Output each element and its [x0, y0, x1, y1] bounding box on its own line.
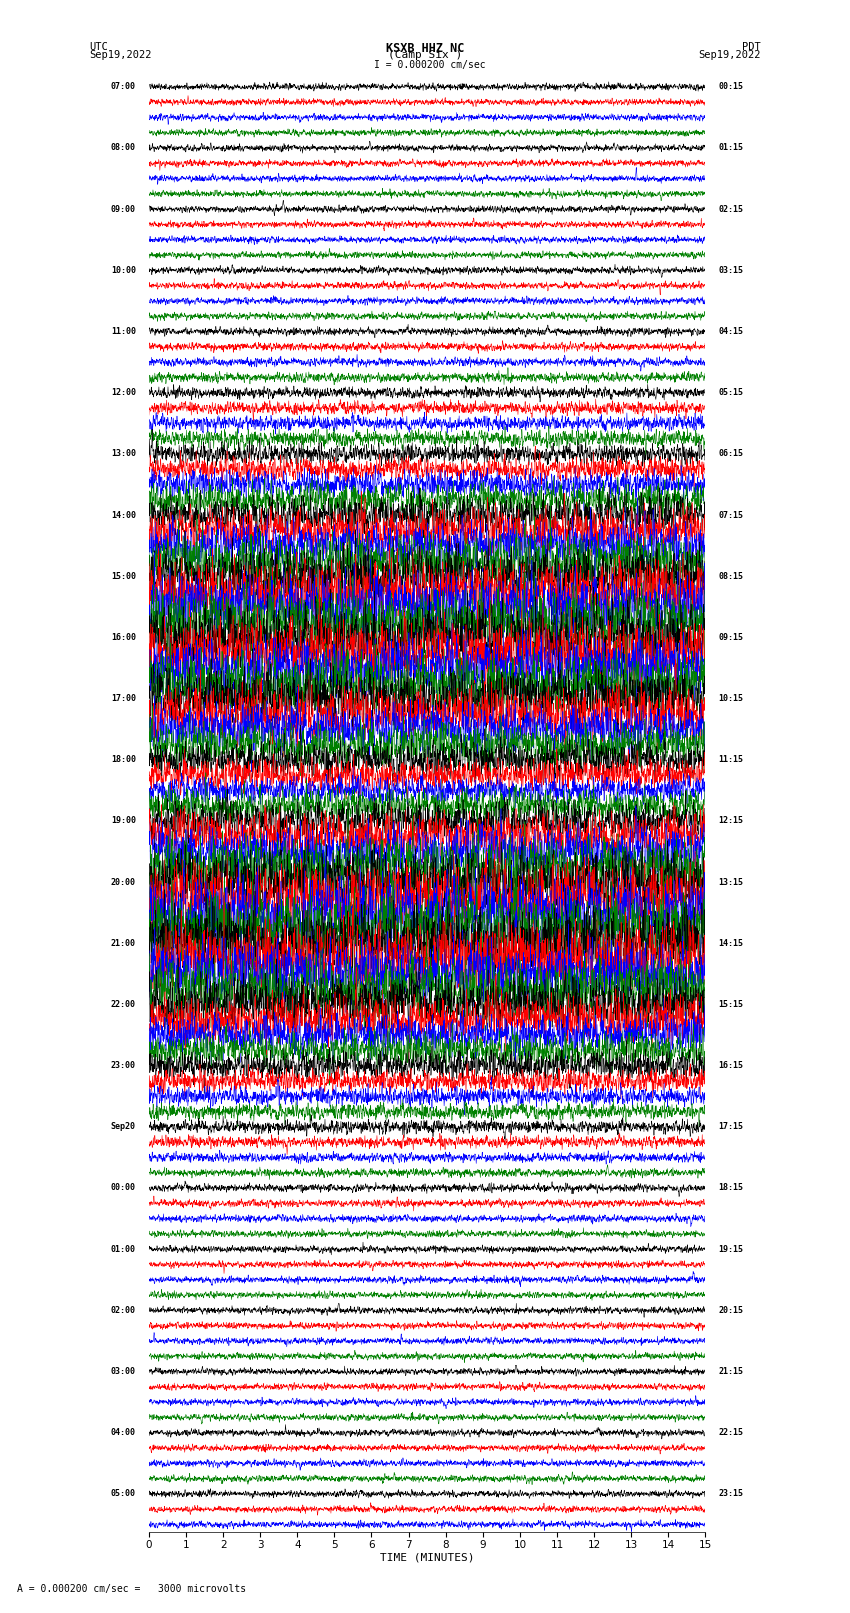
- Text: 19:15: 19:15: [718, 1245, 744, 1253]
- Text: 21:00: 21:00: [110, 939, 136, 948]
- Text: 16:00: 16:00: [110, 632, 136, 642]
- Text: 08:15: 08:15: [718, 571, 744, 581]
- Text: KSXB HHZ NC: KSXB HHZ NC: [386, 42, 464, 55]
- Text: 10:00: 10:00: [110, 266, 136, 274]
- Text: 17:00: 17:00: [110, 694, 136, 703]
- Text: 17:15: 17:15: [718, 1123, 744, 1131]
- Text: 14:00: 14:00: [110, 510, 136, 519]
- Text: 10:15: 10:15: [718, 694, 744, 703]
- Text: (Camp Six ): (Camp Six ): [388, 50, 462, 60]
- Text: 00:00: 00:00: [110, 1184, 136, 1192]
- Text: 22:00: 22:00: [110, 1000, 136, 1008]
- Text: 07:15: 07:15: [718, 510, 744, 519]
- Text: 02:15: 02:15: [718, 205, 744, 213]
- Text: 12:00: 12:00: [110, 389, 136, 397]
- Text: 21:15: 21:15: [718, 1366, 744, 1376]
- Text: 01:00: 01:00: [110, 1245, 136, 1253]
- Text: Sep19,2022: Sep19,2022: [89, 50, 152, 60]
- Text: UTC: UTC: [89, 42, 108, 52]
- Text: 08:00: 08:00: [110, 144, 136, 152]
- Text: 06:15: 06:15: [718, 450, 744, 458]
- Text: 04:00: 04:00: [110, 1428, 136, 1437]
- Text: 20:15: 20:15: [718, 1307, 744, 1315]
- Text: 09:15: 09:15: [718, 632, 744, 642]
- Text: 14:15: 14:15: [718, 939, 744, 948]
- Text: PDT: PDT: [742, 42, 761, 52]
- Text: 11:15: 11:15: [718, 755, 744, 765]
- Text: 12:15: 12:15: [718, 816, 744, 826]
- Text: 18:00: 18:00: [110, 755, 136, 765]
- Text: 07:00: 07:00: [110, 82, 136, 92]
- Text: 05:00: 05:00: [110, 1489, 136, 1498]
- Text: 11:00: 11:00: [110, 327, 136, 336]
- Text: 16:15: 16:15: [718, 1061, 744, 1069]
- Text: 01:15: 01:15: [718, 144, 744, 152]
- Text: 05:15: 05:15: [718, 389, 744, 397]
- Text: 04:15: 04:15: [718, 327, 744, 336]
- Text: 15:15: 15:15: [718, 1000, 744, 1008]
- Text: 15:00: 15:00: [110, 571, 136, 581]
- Text: Sep20: Sep20: [110, 1123, 136, 1131]
- Text: A = 0.000200 cm/sec =   3000 microvolts: A = 0.000200 cm/sec = 3000 microvolts: [17, 1584, 246, 1594]
- Text: 13:15: 13:15: [718, 877, 744, 887]
- X-axis label: TIME (MINUTES): TIME (MINUTES): [380, 1553, 474, 1563]
- Text: 02:00: 02:00: [110, 1307, 136, 1315]
- Text: 19:00: 19:00: [110, 816, 136, 826]
- Text: 03:15: 03:15: [718, 266, 744, 274]
- Text: I = 0.000200 cm/sec: I = 0.000200 cm/sec: [374, 60, 485, 69]
- Text: 23:00: 23:00: [110, 1061, 136, 1069]
- Text: 03:00: 03:00: [110, 1366, 136, 1376]
- Text: 13:00: 13:00: [110, 450, 136, 458]
- Text: 18:15: 18:15: [718, 1184, 744, 1192]
- Text: 00:15: 00:15: [718, 82, 744, 92]
- Text: 22:15: 22:15: [718, 1428, 744, 1437]
- Text: 09:00: 09:00: [110, 205, 136, 213]
- Text: Sep19,2022: Sep19,2022: [698, 50, 761, 60]
- Text: 20:00: 20:00: [110, 877, 136, 887]
- Text: 23:15: 23:15: [718, 1489, 744, 1498]
